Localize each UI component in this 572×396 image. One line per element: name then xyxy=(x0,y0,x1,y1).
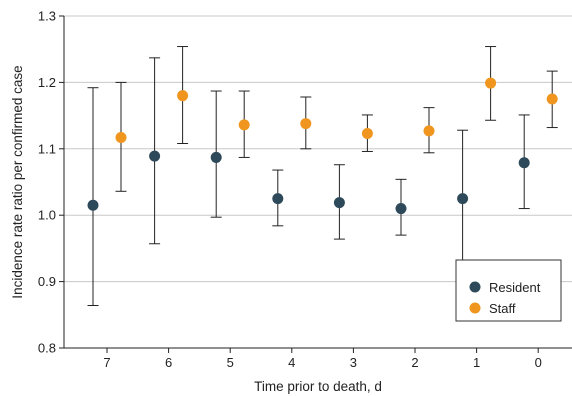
x-ticks: 7 6 5 4 3 2 1 0 xyxy=(103,348,542,370)
point-staff xyxy=(546,93,558,105)
x-tick-label: 4 xyxy=(288,355,295,370)
y-tick-label: 1.0 xyxy=(38,208,56,223)
x-tick-label: 7 xyxy=(103,355,110,370)
y-axis-title: Incidence rate ratio per confirmed case xyxy=(10,65,25,298)
y-tick-label: 1.1 xyxy=(38,141,56,156)
point-resident xyxy=(457,193,469,205)
point-staff xyxy=(238,119,250,131)
axes xyxy=(63,16,572,349)
gridlines xyxy=(64,15,572,283)
point-resident xyxy=(87,199,99,211)
point-staff xyxy=(485,77,497,89)
x-tick-label: 3 xyxy=(350,355,357,370)
point-resident xyxy=(210,151,222,163)
point-staff xyxy=(300,118,312,130)
point-staff xyxy=(423,125,435,137)
legend-label-staff: Staff xyxy=(489,301,516,316)
legend-label-resident: Resident xyxy=(489,280,541,295)
y-tick-label: 1.3 xyxy=(38,9,56,24)
y-tick-label: 1.2 xyxy=(38,75,56,90)
x-tick-label: 5 xyxy=(227,355,234,370)
point-staff xyxy=(115,132,127,144)
point-resident xyxy=(333,197,345,209)
legend-marker-staff xyxy=(469,302,481,314)
point-resident xyxy=(272,193,284,205)
x-tick-label: 2 xyxy=(411,355,418,370)
y-ticks: 0.8 0.9 1.0 1.1 1.2 1.3 xyxy=(38,9,64,356)
legend: Resident Staff xyxy=(455,259,562,322)
x-tick-label: 6 xyxy=(165,355,172,370)
point-resident xyxy=(518,157,530,169)
point-resident xyxy=(395,203,407,215)
point-staff xyxy=(361,128,373,140)
data-points xyxy=(87,77,558,215)
legend-marker-resident xyxy=(469,281,481,293)
y-tick-label: 0.8 xyxy=(38,341,56,356)
point-resident xyxy=(149,150,161,162)
x-tick-label: 0 xyxy=(535,355,542,370)
x-axis-title: Time prior to death, d xyxy=(254,379,382,394)
y-tick-label: 0.9 xyxy=(38,274,56,289)
point-staff xyxy=(177,90,189,102)
x-tick-label: 1 xyxy=(473,355,480,370)
